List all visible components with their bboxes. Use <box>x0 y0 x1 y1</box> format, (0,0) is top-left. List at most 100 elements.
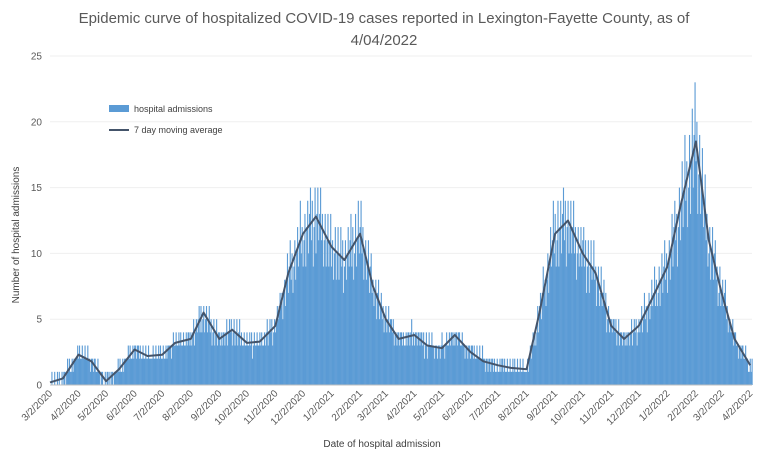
admission-bar <box>526 371 528 385</box>
admission-bar <box>561 253 563 385</box>
admission-bar <box>481 358 483 385</box>
admission-bar <box>308 213 311 385</box>
admission-bar <box>429 345 431 385</box>
admission-bar <box>494 371 496 385</box>
admission-bar <box>484 371 486 385</box>
admission-bar <box>749 358 751 385</box>
admission-bar <box>145 345 147 385</box>
admission-bar <box>619 345 621 385</box>
y-tick-label: 0 <box>36 381 42 392</box>
admission-bar <box>127 345 129 385</box>
admission-bar <box>674 200 676 385</box>
admission-bar <box>728 319 730 385</box>
admission-bar <box>268 332 270 385</box>
admission-bar <box>660 279 662 385</box>
admission-bar <box>257 345 259 385</box>
admission-bar <box>262 345 264 385</box>
admission-bar <box>176 345 178 385</box>
admission-bar <box>625 332 627 385</box>
admission-bar <box>66 371 68 385</box>
admission-bar <box>488 358 490 385</box>
admission-bar <box>258 345 260 385</box>
admission-bar <box>147 345 150 385</box>
admission-bar <box>643 292 646 385</box>
admission-bar <box>140 358 142 385</box>
admission-bar <box>348 266 350 385</box>
admission-bar <box>245 345 247 385</box>
admission-bar <box>596 279 599 385</box>
admission-bar <box>438 345 440 385</box>
admission-bar <box>503 371 505 385</box>
admission-bar <box>447 345 449 385</box>
admission-bar <box>573 200 575 385</box>
admission-bar <box>483 358 485 385</box>
admission-bar <box>90 371 92 385</box>
admission-bar <box>338 279 340 385</box>
admission-bar <box>621 345 623 385</box>
admission-bar <box>376 319 378 385</box>
admission-bar <box>542 266 544 385</box>
admission-bar <box>464 358 466 385</box>
admission-bar <box>394 332 396 385</box>
admission-bar <box>149 358 151 385</box>
admission-bar <box>748 371 750 385</box>
admission-bar <box>371 292 373 385</box>
admission-bar <box>358 253 360 385</box>
admission-bar <box>506 358 508 385</box>
admission-bar <box>407 332 409 385</box>
admission-bar <box>739 345 741 385</box>
admission-bar <box>594 279 596 385</box>
admission-bar <box>706 213 708 385</box>
admission-bar <box>260 345 262 385</box>
admission-bar <box>299 200 301 385</box>
admission-bar <box>170 358 173 385</box>
admission-bar <box>550 266 553 385</box>
admission-bar <box>98 371 100 385</box>
admission-bar <box>186 345 188 385</box>
admission-bar <box>346 253 348 385</box>
admission-bar <box>482 358 484 385</box>
admission-bar <box>390 319 392 385</box>
admission-bar <box>420 332 422 385</box>
admission-bar <box>575 279 577 385</box>
admission-bar <box>380 292 382 385</box>
admission-bar <box>139 345 141 385</box>
admission-bar <box>340 227 342 385</box>
admission-bar <box>143 358 145 385</box>
admission-bar <box>199 332 201 385</box>
admission-bar <box>332 279 335 385</box>
admission-bar <box>691 108 693 385</box>
admission-bar <box>355 213 357 385</box>
admission-bar <box>117 358 119 385</box>
admission-bar <box>712 279 715 385</box>
legend-bar-swatch <box>109 105 129 112</box>
admission-bar <box>106 371 108 385</box>
admission-bar <box>188 332 190 385</box>
admission-bar <box>99 371 101 385</box>
admission-bar <box>332 240 334 385</box>
admission-bar <box>716 266 718 385</box>
admission-bar <box>381 319 383 385</box>
admission-bar <box>516 358 519 385</box>
admission-bar <box>496 358 498 385</box>
admission-bar <box>141 358 143 385</box>
admission-bar <box>509 358 511 385</box>
admission-bar <box>686 161 688 385</box>
admission-bar <box>598 306 600 385</box>
admission-bar <box>607 319 609 385</box>
y-axis-title: Number of hospital admissions <box>11 167 22 304</box>
x-axis-ticks: 3/2/20204/2/20205/2/20206/2/20207/2/2020… <box>20 388 756 428</box>
admission-bar <box>579 253 581 385</box>
admission-bar <box>608 306 610 385</box>
admission-bar <box>498 371 500 385</box>
admission-bar <box>159 345 162 385</box>
admission-bar <box>463 345 465 385</box>
admission-bar <box>350 213 352 385</box>
admission-bar <box>642 332 644 385</box>
admission-bar <box>697 213 699 385</box>
admission-bar <box>250 345 252 385</box>
admission-bar <box>349 240 351 385</box>
admission-bar <box>647 306 649 385</box>
admission-bar <box>115 371 117 385</box>
admission-bar <box>293 266 295 385</box>
